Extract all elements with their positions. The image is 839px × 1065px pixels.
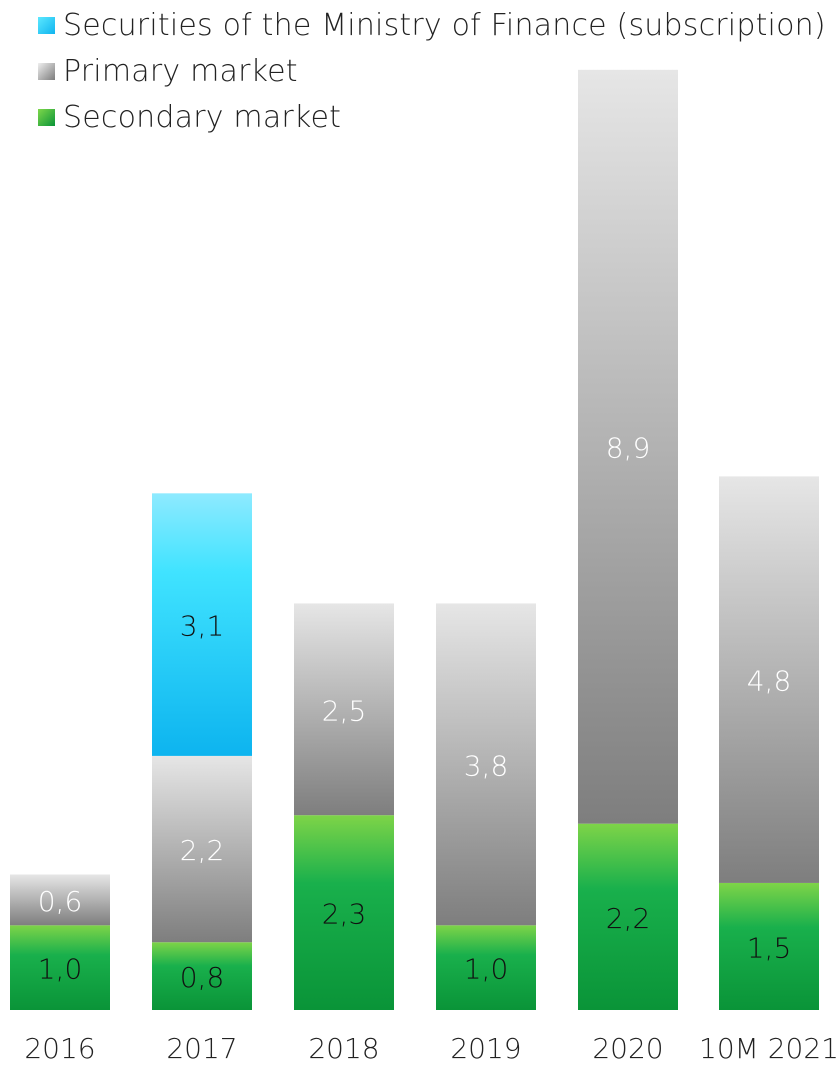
bar-secondary-2017 [152, 942, 252, 1010]
value-label-primary-10m-2021: 4,8 [747, 665, 792, 698]
ministry-securities-swatch [38, 16, 55, 34]
value-label-ministry-2017: 3,1 [180, 610, 225, 643]
bar-primary-2020 [578, 69, 678, 824]
value-label-primary-2020: 8,9 [606, 432, 651, 465]
value-label-primary-2016: 0,6 [38, 885, 83, 918]
legend-item-secondary-market: Secondary market [38, 94, 826, 140]
legend-item-ministry-securities: Securities of the Ministry of Finance (s… [38, 2, 826, 48]
secondary-market-swatch [38, 108, 55, 126]
bar-secondary-2016 [10, 925, 110, 1010]
value-label-primary-2019: 3,8 [464, 749, 509, 782]
bar-primary-2019 [436, 603, 536, 926]
legend-label-primary-market: Primary market [63, 53, 298, 89]
bar-primary-10m-2021 [719, 476, 819, 883]
bar-primary-2018 [294, 603, 394, 816]
value-label-secondary-2018: 2,3 [322, 898, 367, 931]
bar-secondary-2019 [436, 925, 536, 1010]
x-tick-label-2016: 2016 [24, 1032, 95, 1065]
x-tick-label-2018: 2018 [308, 1032, 379, 1065]
bar-secondary-10m-2021 [719, 882, 819, 1010]
value-label-primary-2017: 2,2 [180, 834, 225, 867]
value-label-primary-2018: 2,5 [322, 694, 367, 727]
x-tick-label-2019: 2019 [450, 1032, 521, 1065]
value-label-secondary-2019: 1,0 [464, 953, 509, 986]
bar-secondary-2020 [578, 823, 678, 1010]
x-tick-label-2017: 2017 [166, 1032, 237, 1065]
value-label-secondary-2020: 2,2 [606, 902, 651, 935]
bar-primary-2017 [152, 755, 252, 943]
primary-market-swatch [38, 62, 55, 80]
legend-label-secondary-market: Secondary market [63, 99, 342, 135]
x-tick-label-2020: 2020 [592, 1032, 663, 1065]
bar-ministry-2017 [152, 493, 252, 756]
legend-label-ministry-securities: Securities of the Ministry of Finance (s… [63, 7, 826, 43]
legend-item-primary-market: Primary market [38, 48, 826, 94]
bar-secondary-2018 [294, 815, 394, 1010]
value-label-secondary-10m-2021: 1,5 [747, 931, 792, 964]
value-label-secondary-2017: 0,8 [180, 961, 225, 994]
bar-primary-2016 [10, 874, 110, 926]
x-tick-label-10m-2021: 10M 2021 [699, 1032, 839, 1065]
chart-legend: Securities of the Ministry of Finance (s… [38, 2, 826, 140]
value-label-secondary-2016: 1,0 [38, 953, 83, 986]
